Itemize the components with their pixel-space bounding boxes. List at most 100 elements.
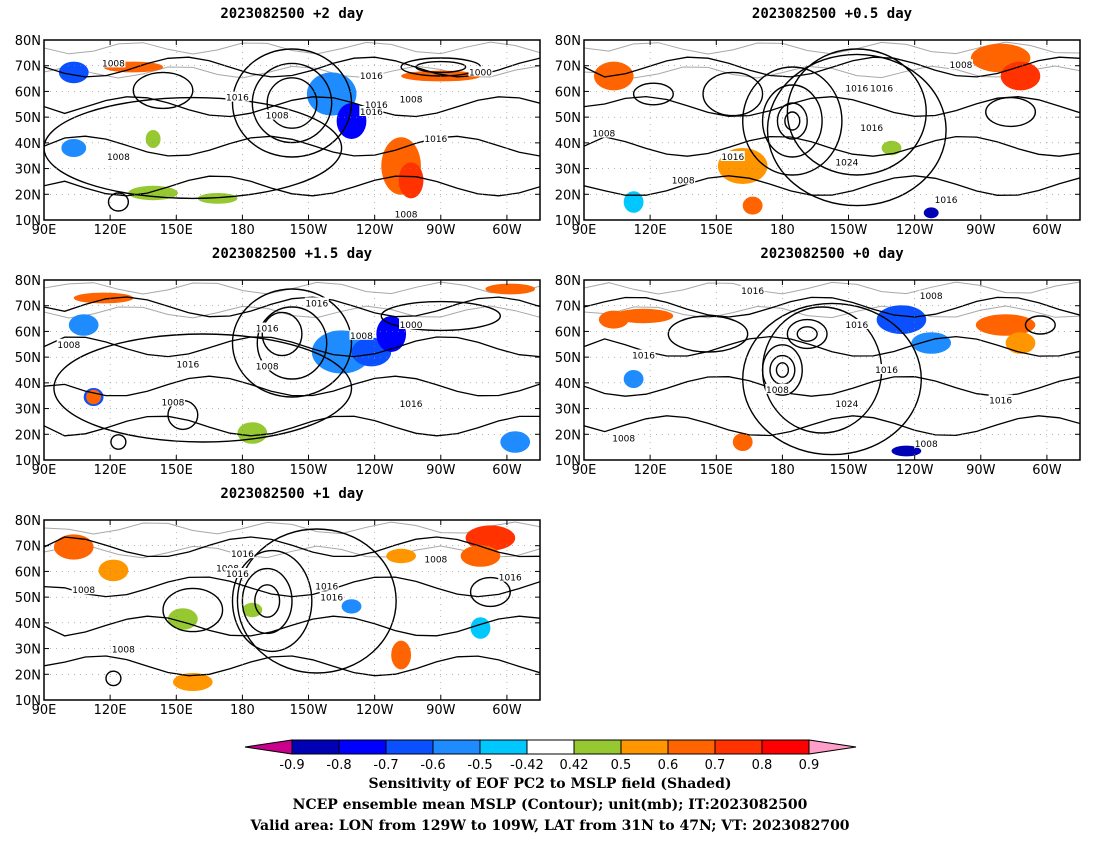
contour-label-bg [304, 297, 329, 308]
lat-label: 10N [555, 214, 581, 229]
contour-label-bg [225, 91, 250, 102]
contour-label: 1008 [766, 386, 789, 396]
mslp-contour [236, 528, 397, 674]
lon-label: 90W [966, 463, 996, 478]
lat-label: 40N [555, 377, 581, 392]
lon-label: 150E [160, 223, 193, 238]
lat-label: 60N [15, 85, 41, 100]
contour-label-bg [844, 82, 869, 93]
lon-label: 180 [230, 223, 255, 238]
sensitivity-shade [623, 191, 644, 213]
lat-label: 40N [15, 377, 41, 392]
contour-label-bg [160, 396, 185, 407]
mslp-contour [584, 415, 1080, 437]
contour-label: 1016 [320, 593, 343, 603]
contour-label: 1008 [72, 586, 95, 596]
colorbar-swatch [808, 739, 857, 755]
lon-label: 120E [94, 703, 127, 718]
sensitivity-shade [68, 314, 99, 336]
mslp-contour [44, 296, 540, 318]
lon-label: 90E [32, 703, 57, 718]
contour-label: 1000 [469, 68, 492, 78]
contour-label-bg [498, 571, 523, 582]
contour-label: 1008 [424, 556, 447, 566]
contour-label-bg [611, 432, 636, 443]
sensitivity-shade [500, 431, 531, 453]
sensitivity-shade [485, 283, 536, 295]
contour-label: 1008 [162, 398, 185, 408]
contour-label-bg [364, 98, 389, 109]
lon-label: 90E [32, 223, 57, 238]
lat-label: 70N [15, 540, 41, 555]
contour-label-bg [671, 174, 696, 185]
contour-label: 1016 [860, 124, 883, 134]
mslp-contour [44, 415, 540, 437]
mslp-contour [786, 48, 927, 176]
contour-label-bg [988, 394, 1013, 405]
colorbar-swatch [291, 739, 340, 755]
lon-label: 90E [572, 223, 597, 238]
lon-label: 60W [492, 703, 522, 718]
colorbar-tick-label: -0.9 [279, 758, 304, 773]
sensitivity-shade [376, 316, 407, 352]
coastline [584, 281, 1080, 295]
mslp-contour [742, 66, 843, 176]
lat-label: 60N [15, 565, 41, 580]
contour-label-bg [265, 109, 290, 120]
colorbar: -0.9 -0.8 -0.7 -0.6 -0.5 -0.42 0.42 0.5 0.6 0.7 0.… [244, 739, 857, 773]
contour-label-bg [399, 93, 424, 104]
mslp-contour [632, 82, 674, 106]
contour-label-bg [255, 322, 280, 333]
lon-label: 180 [230, 703, 255, 718]
map-figure: 1008 1016 1008 1016 1016 1000 1008 1016 1008 1016… [15, 34, 1081, 718]
mslp-contour [584, 56, 1080, 78]
colorbar-swatch [385, 739, 434, 755]
panel-title: 2023082500 +0.5 day [751, 6, 913, 22]
panel-title: 2023082500 +1.5 day [211, 246, 373, 262]
mslp-contour [44, 56, 540, 78]
colorbar-tick-label: 0.5 [611, 758, 632, 773]
contour-label-bg [399, 319, 424, 329]
colorbar-swatch [714, 739, 763, 755]
map-background [44, 280, 540, 460]
contour-label-bg [859, 122, 884, 133]
colorbar-swatch [432, 739, 481, 755]
lat-label: 50N [555, 111, 581, 126]
sensitivity-shade [881, 140, 902, 156]
contour-label: 1008 [266, 112, 289, 122]
map-panel: 10161008101610081016101610081008101680N7… [15, 514, 541, 718]
contour-label: 1016 [870, 85, 893, 95]
contour-label: 1016 [360, 72, 383, 82]
map-frame [583, 39, 1081, 221]
contour-label-bg [215, 562, 240, 573]
lon-label: 180 [230, 463, 255, 478]
contour-label-bg [834, 398, 859, 409]
contour-label-bg [255, 360, 280, 371]
mslp-contour [786, 318, 828, 350]
caption-line-2: NCEP ensemble mean MSLP (Contour); unit(… [292, 797, 808, 813]
contour-label-bg [869, 82, 894, 93]
lat-label: 70N [555, 60, 581, 75]
contour-label-bg [720, 151, 745, 161]
lon-label: 120W [896, 223, 934, 238]
contour-label-bg [765, 383, 790, 394]
mslp-contour [44, 615, 540, 637]
contour-label-bg [914, 437, 939, 448]
contour-label: 1016 [226, 94, 249, 104]
lon-label: 120E [94, 463, 127, 478]
map-frame [43, 39, 541, 221]
colorbar-tick-label: 0.8 [752, 758, 773, 773]
lon-label: 90W [426, 463, 456, 478]
lon-label: 150W [290, 703, 328, 718]
contour-label-bg [314, 580, 339, 591]
lon-label: 120E [634, 223, 667, 238]
lat-label: 70N [15, 60, 41, 75]
mslp-contour [584, 175, 1080, 196]
contour-label: 1008 [350, 332, 373, 342]
sensitivity-shade [341, 599, 362, 614]
sensitivity-shade [465, 525, 516, 551]
sensitivity-shade [145, 130, 161, 148]
lat-label: 30N [15, 643, 41, 658]
mslp-contour [256, 306, 328, 380]
